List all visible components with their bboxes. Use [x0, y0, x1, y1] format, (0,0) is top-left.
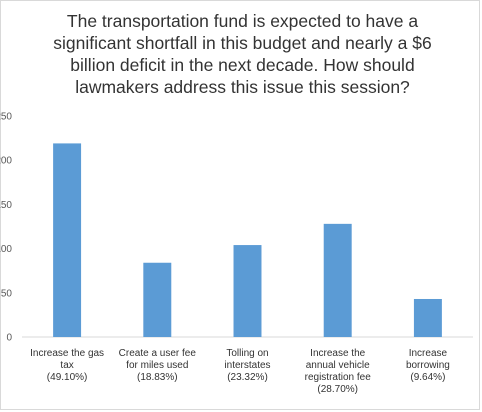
y-tick-label: 100	[0, 244, 12, 255]
y-tick-label: 0	[6, 333, 12, 344]
bar	[413, 298, 442, 337]
category-label: Create a user fee	[119, 348, 197, 359]
category-label: (18.83%)	[137, 372, 178, 383]
bar	[143, 262, 172, 337]
category-label: annual vehicle	[306, 360, 370, 371]
category-label: Increase the	[310, 348, 365, 359]
bar	[53, 143, 82, 337]
y-tick-label: 150	[0, 200, 12, 211]
category-label: borrowing	[406, 360, 450, 371]
category-label: (23.32%)	[227, 372, 268, 383]
chart-title: The transportation fund is expected to h…	[53, 11, 432, 97]
category-label: (28.70%)	[317, 384, 358, 395]
category-label: (49.10%)	[47, 372, 88, 383]
category-label: interstates	[224, 360, 270, 371]
category-label: for miles used	[126, 360, 188, 371]
y-tick-label: 200	[0, 156, 12, 167]
category-label: tax	[60, 360, 73, 371]
bar	[323, 223, 352, 337]
bar	[233, 245, 262, 337]
category-label: Increase	[409, 348, 448, 359]
y-tick-label: 250	[0, 112, 12, 123]
category-label: Tolling on	[226, 348, 268, 359]
category-label: (9.64%)	[410, 372, 445, 383]
y-tick-label: 50	[1, 288, 13, 299]
category-label: Increase the gas	[30, 348, 104, 359]
category-label: registration fee	[305, 372, 372, 383]
